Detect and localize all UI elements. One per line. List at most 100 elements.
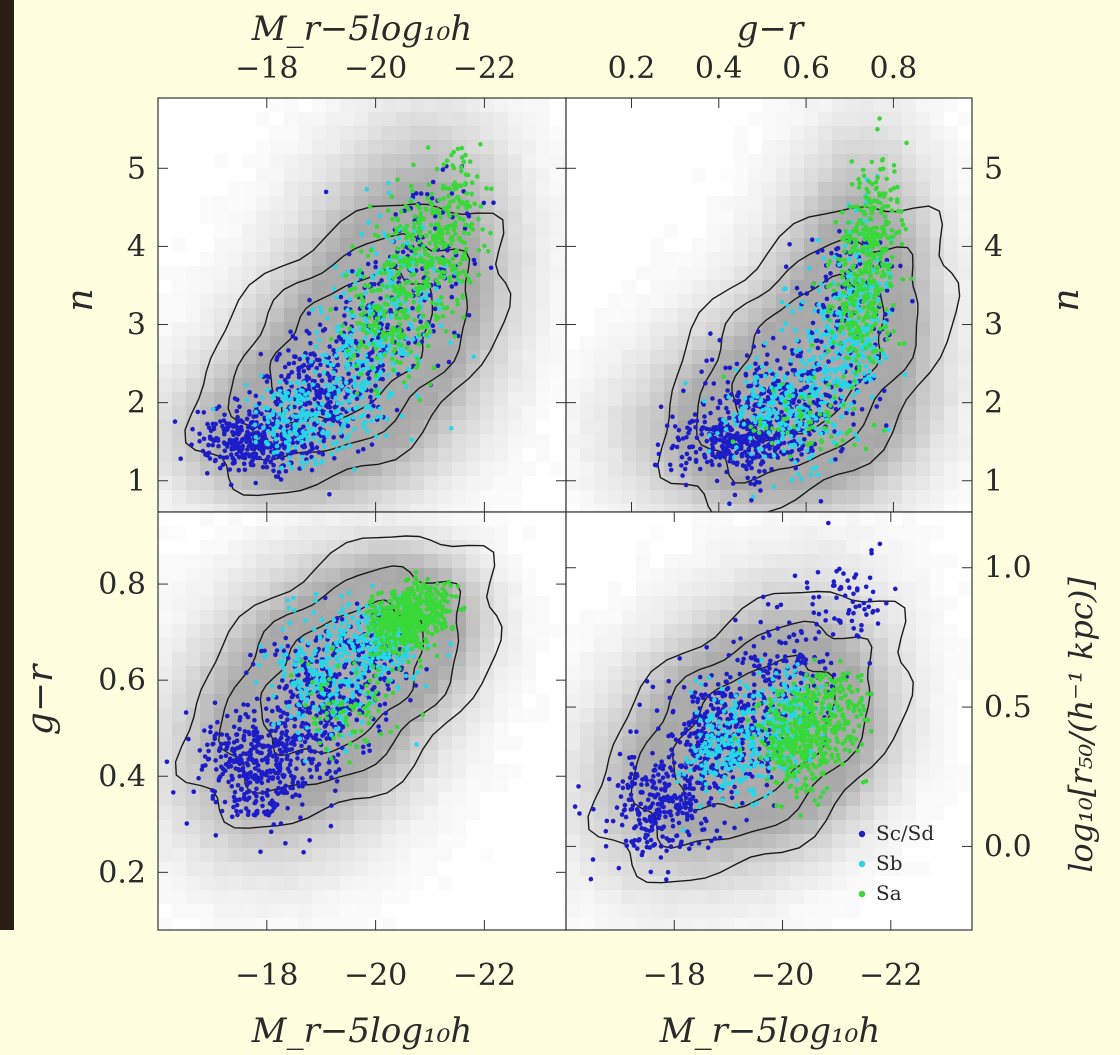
data-point [409,325,415,330]
data-point [418,233,423,239]
density-cell [650,266,664,280]
density-cell [734,336,748,350]
density-cell [368,182,382,196]
data-point [863,364,869,370]
data-point [222,412,227,418]
data-point [871,373,877,379]
data-point [855,248,860,254]
density-cell [762,140,776,154]
data-point [401,351,406,356]
density-cell [522,378,536,392]
density-cell [228,490,242,504]
data-point [334,447,340,452]
density-cell [734,224,748,238]
density-cell [902,182,916,196]
data-point [384,293,390,299]
density-cell [452,308,466,322]
data-point [465,172,471,178]
density-cell [550,140,564,154]
density-cell [186,476,200,490]
density-cell [550,336,564,350]
density-cell [396,154,410,168]
data-point [467,159,473,164]
data-point [455,276,460,282]
data-point [809,445,814,451]
data-point [777,384,783,390]
density-cell [550,308,564,322]
data-point [275,396,281,402]
data-point [836,377,841,383]
data-point [378,360,383,365]
data-point [455,302,461,307]
density-cell [564,140,566,154]
density-cell [762,224,776,238]
data-point [799,368,805,374]
data-point [676,437,682,443]
density-cell [706,224,720,238]
data-point [350,269,355,274]
density-cell [762,154,776,168]
data-point [253,403,258,408]
data-point [312,457,317,462]
data-point [710,447,716,452]
data-point [654,463,659,468]
density-cell [452,112,466,126]
data-point [306,311,312,316]
data-point [357,268,363,273]
density-cell [536,392,550,406]
density-cell [874,490,888,504]
density-cell [284,252,298,266]
data-point [439,236,445,242]
density-cell [256,168,270,182]
data-point [235,397,240,403]
data-point [358,249,364,254]
data-point [763,373,768,379]
data-point [450,256,456,261]
data-point [248,460,254,466]
density-cell [494,378,508,392]
density-cell [452,504,466,512]
density-cell [930,504,944,512]
density-cell [902,140,916,154]
density-cell [944,224,958,238]
density-cell [888,350,902,364]
data-point [449,284,455,289]
data-point [748,481,753,486]
density-cell [930,168,944,182]
density-cell [902,126,916,140]
density-cell [522,322,536,336]
data-point [845,407,851,412]
data-point [910,298,915,304]
data-point [852,298,858,303]
data-point [394,407,400,413]
data-point [861,173,867,178]
data-point [471,354,477,360]
density-cell [846,126,860,140]
data-point [448,263,453,268]
data-point [754,367,759,373]
density-cell [930,98,944,112]
density-cell [636,504,650,512]
data-point [428,329,433,335]
data-point [390,239,395,244]
data-point [390,216,395,222]
data-point [877,396,883,402]
density-cell [200,322,214,336]
data-point [301,380,307,385]
data-point [388,315,394,320]
data-point [739,451,745,457]
density-cell [762,210,776,224]
data-point [418,191,424,196]
data-point [825,368,831,374]
data-point [748,364,753,369]
data-point [889,254,895,260]
data-point [394,328,399,334]
density-cell [298,210,312,224]
density-cell [748,308,762,322]
density-cell [720,476,734,490]
data-point [877,302,883,308]
data-point [817,407,822,412]
data-point [419,217,425,222]
density-cell [354,490,368,504]
data-point [375,365,381,371]
